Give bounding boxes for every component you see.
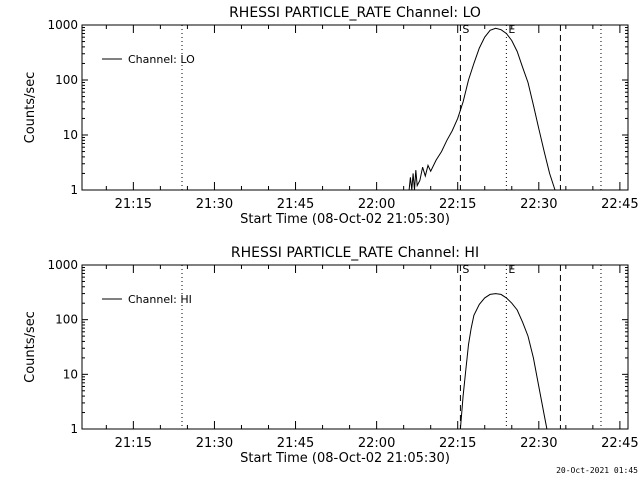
plot-frame bbox=[81, 264, 629, 430]
marker-label-e: E bbox=[508, 23, 515, 36]
x-tick-label: 22:45 bbox=[601, 197, 638, 212]
x-tick-label: 21:30 bbox=[196, 436, 233, 451]
x-tick-label: 22:00 bbox=[358, 197, 395, 212]
y-tick-label: 1 bbox=[70, 422, 78, 436]
y-axis-label: Counts/sec bbox=[23, 311, 38, 383]
y-tick-label: 100 bbox=[55, 313, 78, 327]
legend-label: Channel: LO bbox=[128, 53, 195, 66]
y-tick-label: 10 bbox=[63, 128, 78, 142]
y-tick-label: 100 bbox=[55, 73, 78, 87]
series-line bbox=[408, 27, 556, 191]
x-tick-label: 21:45 bbox=[277, 197, 314, 212]
marker-label-e: E bbox=[508, 263, 515, 276]
marker-label-s: S bbox=[462, 23, 469, 36]
x-tick-label: 22:15 bbox=[439, 197, 476, 212]
x-tick-label: 22:30 bbox=[520, 197, 557, 212]
x-tick-label: 21:15 bbox=[115, 197, 152, 212]
legend-label: Channel: HI bbox=[128, 293, 192, 306]
chart-title: RHESSI PARTICLE_RATE Channel: LO bbox=[229, 5, 481, 21]
x-axis-label: Start Time (08-Oct-02 21:05:30) bbox=[240, 212, 450, 227]
y-tick-label: 1000 bbox=[47, 258, 78, 272]
footer-timestamp: 20-Oct-2021 01:45 bbox=[556, 466, 638, 475]
y-tick-label: 1000 bbox=[47, 18, 78, 32]
y-tick-label: 10 bbox=[63, 367, 78, 381]
plot-frame bbox=[81, 24, 629, 191]
x-tick-label: 22:00 bbox=[358, 436, 395, 451]
marker-label-s: S bbox=[462, 263, 469, 276]
y-axis-label: Counts/sec bbox=[23, 72, 38, 144]
chart-title: RHESSI PARTICLE_RATE Channel: HI bbox=[231, 245, 479, 261]
panel-lo: RHESSI PARTICLE_RATE Channel: LO 1 10 100 10… bbox=[23, 5, 639, 227]
x-tick-label: 22:45 bbox=[601, 436, 638, 451]
series-line bbox=[459, 293, 548, 430]
x-axis-label: Start Time (08-Oct-02 21:05:30) bbox=[240, 451, 450, 466]
x-tick-label: 21:15 bbox=[115, 436, 152, 451]
panel-hi: RHESSI PARTICLE_RATE Channel: HI 1 10 100 10… bbox=[23, 245, 639, 466]
x-tick-label: 22:15 bbox=[439, 436, 476, 451]
y-tick-label: 1 bbox=[70, 183, 78, 197]
x-tick-label: 22:30 bbox=[520, 436, 557, 451]
x-tick-label: 21:30 bbox=[196, 197, 233, 212]
x-tick-label: 21:45 bbox=[277, 436, 314, 451]
